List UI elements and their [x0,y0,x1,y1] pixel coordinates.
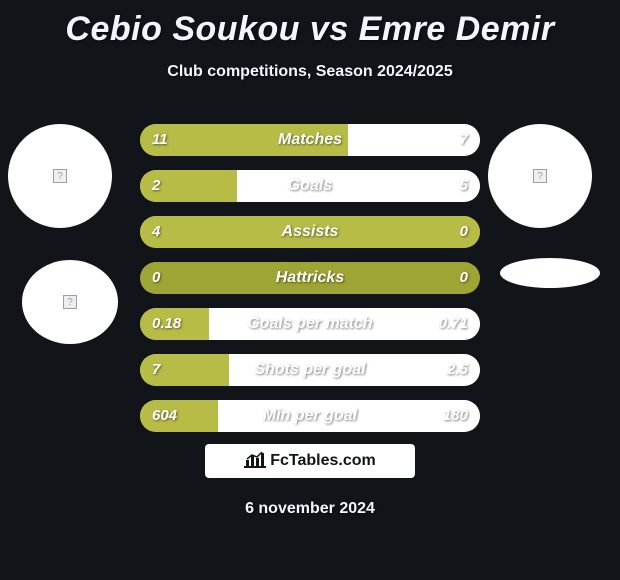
brand-badge: FcTables.com [205,444,415,478]
stat-label: Goals [140,170,480,202]
stat-value-left: 2 [152,170,160,202]
page-subtitle: Club competitions, Season 2024/2025 [0,63,620,81]
stat-value-left: 7 [152,354,160,386]
page-title: Cebio Soukou vs Emre Demir [0,0,620,49]
stat-row: Min per goal604 180 [140,400,480,432]
stat-label: Hattricks [140,262,480,294]
stat-row: Shots per goal7 2.5 [140,354,480,386]
stat-row: Matches11 7 [140,124,480,156]
club-left-badge: ? [22,260,118,344]
stat-label: Matches [140,124,480,156]
stat-value-right: 7 [460,124,468,156]
brand-text: FcTables.com [270,452,376,470]
stat-label: Min per goal [140,400,480,432]
stat-value-left: 604 [152,400,177,432]
stat-value-right: 0 [460,262,468,294]
stat-row: Assists4 0 [140,216,480,248]
image-placeholder-icon: ? [533,169,547,183]
image-placeholder-icon: ? [63,295,77,309]
stat-row: Hattricks0 0 [140,262,480,294]
stat-row: Goals2 5 [140,170,480,202]
stat-value-left: 0 [152,262,160,294]
stat-label: Shots per goal [140,354,480,386]
stat-label: Goals per match [140,308,480,340]
player-right-avatar: ? [488,124,592,228]
stat-value-right: 180 [443,400,468,432]
club-right-badge [500,258,600,288]
image-placeholder-icon: ? [53,169,67,183]
date-label: 6 november 2024 [0,500,620,518]
stat-value-right: 5 [460,170,468,202]
stat-value-right: 0 [460,216,468,248]
page-root: Cebio Soukou vs Emre Demir Club competit… [0,0,620,580]
stat-value-left: 4 [152,216,160,248]
stat-value-left: 11 [152,124,168,156]
stats-container: Matches117Goals25Assists40Hattricks00Goa… [140,124,480,432]
stat-row: Goals per match0.18 0.71 [140,308,480,340]
stat-label: Assists [140,216,480,248]
player-left-avatar: ? [8,124,112,228]
stat-value-right: 2.5 [447,354,468,386]
stat-value-right: 0.71 [439,308,468,340]
stat-value-left: 0.18 [152,308,181,340]
chart-icon [244,450,266,473]
